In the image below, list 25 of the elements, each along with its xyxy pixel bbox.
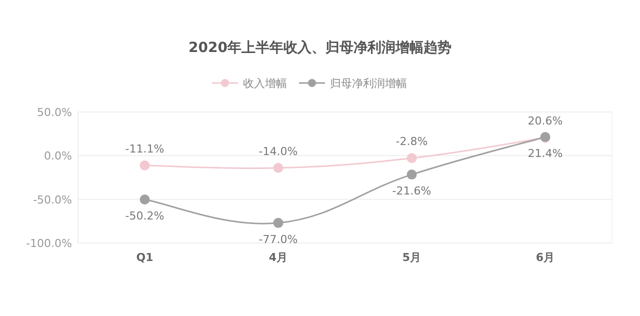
x-tick-label: Q1 [136, 251, 154, 264]
y-tick-label: -100.0% [26, 237, 72, 250]
x-tick-label: 5月 [402, 251, 422, 264]
y-tick-label: 0.0% [44, 150, 72, 163]
x-tick-label: 6月 [536, 251, 555, 264]
data-label: -2.8% [396, 135, 428, 148]
legend-label: 收入增幅 [243, 77, 287, 90]
point [406, 170, 417, 180]
x-tick-label: 4月 [268, 251, 288, 264]
y-tick-label: 50.0% [37, 106, 72, 119]
point [406, 153, 417, 164]
data-label: 20.6% [528, 114, 563, 128]
point [140, 194, 150, 205]
data-label: 21.4% [528, 146, 563, 160]
point [140, 160, 150, 170]
point [273, 162, 284, 173]
y-tick-label: -50.0% [33, 193, 72, 206]
data-label: -77.0% [258, 232, 298, 246]
data-label: -50.2% [125, 210, 164, 223]
legend-label: 归母净利润增幅 [330, 77, 407, 90]
chart-title: 2020年上半年收入、归母净利润增幅趋势 [188, 39, 452, 56]
data-label: -21.6% [392, 184, 432, 198]
point [273, 218, 284, 228]
data-label: -14.0% [258, 144, 298, 158]
data-label: -11.1% [125, 142, 164, 156]
